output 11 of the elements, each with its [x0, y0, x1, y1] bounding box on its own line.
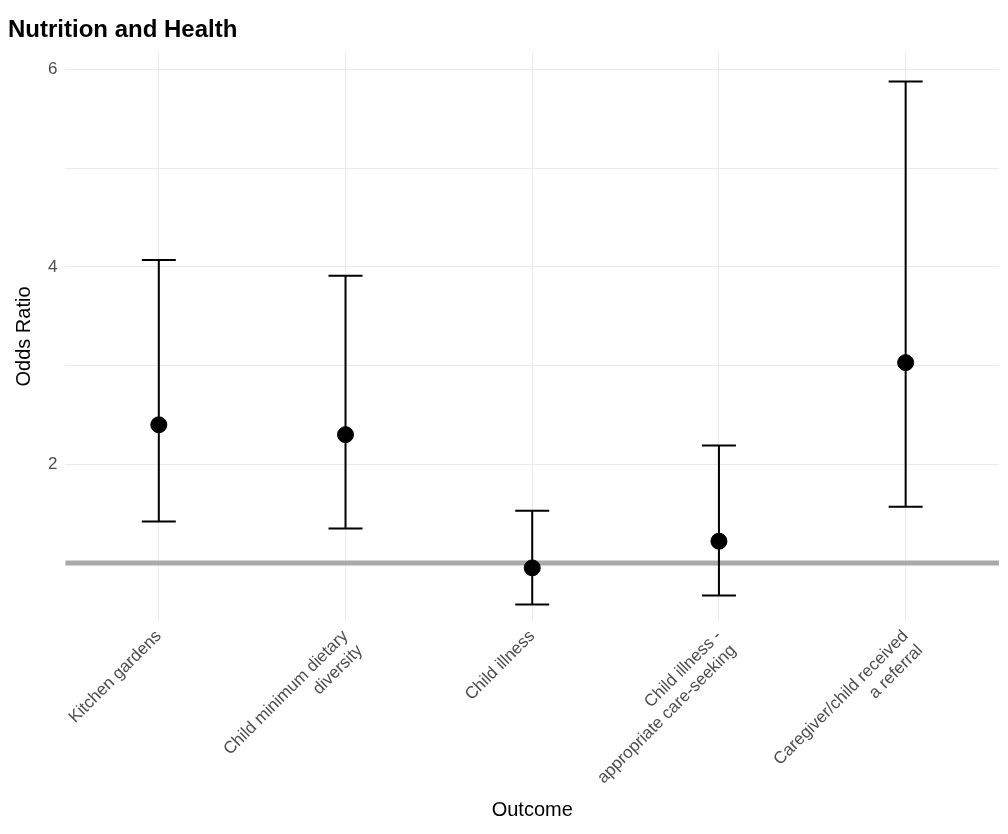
point: [337, 426, 355, 444]
y-axis-title: Odds Ratio: [11, 286, 34, 387]
point: [897, 354, 915, 372]
chart-title: Nutrition and Health: [8, 15, 238, 43]
y-tick-label: 2: [47, 453, 58, 473]
x-axis-title: Outcome: [491, 797, 573, 820]
y-tick-label: 4: [47, 256, 58, 276]
point: [523, 559, 541, 577]
point: [150, 416, 168, 434]
point: [710, 532, 728, 550]
y-tick-label: 6: [47, 59, 58, 79]
